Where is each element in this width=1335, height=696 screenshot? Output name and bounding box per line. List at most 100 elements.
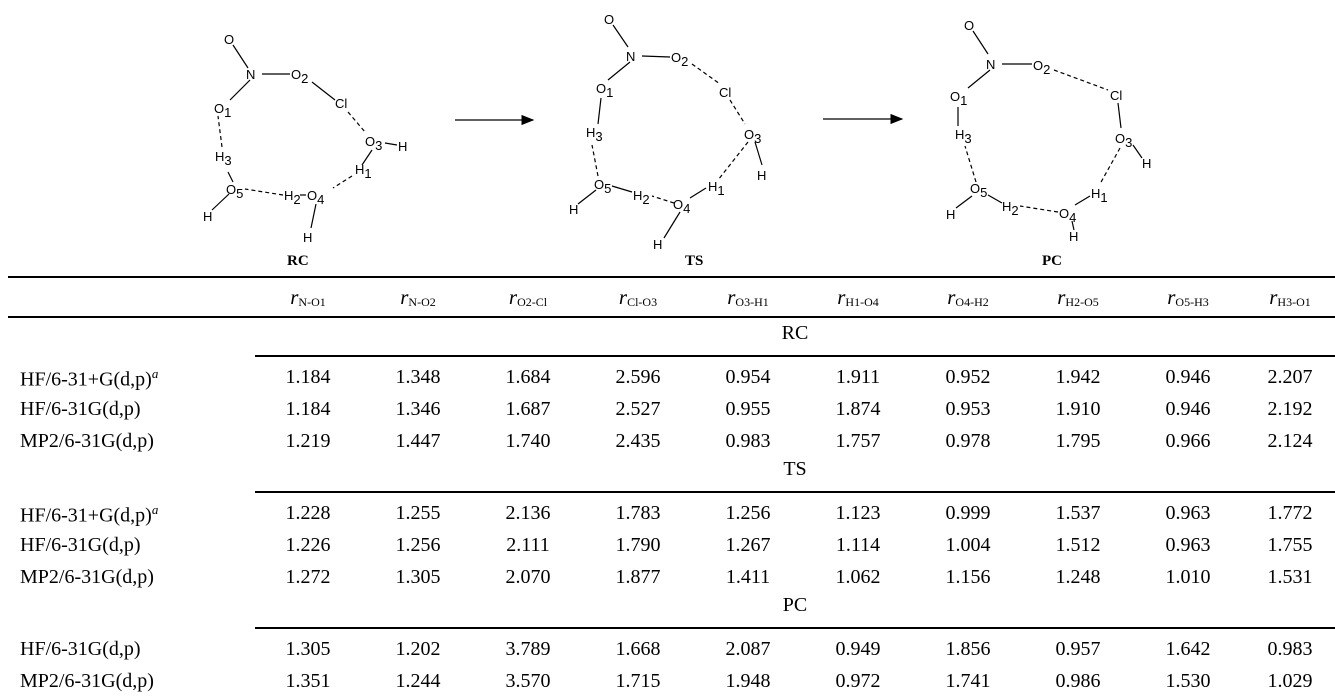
table-row: HF/6-31G(d,p) 1.184 1.346 1.687 2.527 0.955 1.… [0, 394, 1335, 424]
column-header-symbol: r [1167, 285, 1176, 309]
value-cell: 1.684 [505, 366, 551, 388]
column-header: rO3-H1 [693, 285, 803, 310]
value-cell: 1.228 [285, 502, 331, 524]
value-cell: 1.911 [835, 366, 881, 388]
value-cell: 0.953 [945, 398, 991, 420]
column-header-subscript: O3-H1 [735, 295, 769, 309]
rc-label: RC [287, 253, 309, 269]
value-cell: 1.874 [835, 398, 881, 420]
value-cell: 2.435 [615, 430, 661, 452]
pc-atom-o4: O4 [1059, 206, 1076, 225]
value-cell: 2.070 [505, 566, 551, 588]
column-header-subscript: H1-O4 [845, 295, 879, 309]
pc-atom-h2: H2 [1002, 199, 1019, 218]
pc-atom-h-o3: H [1142, 156, 1151, 171]
rc-atom-h1: H1 [355, 162, 372, 181]
value-cell: 1.411 [725, 566, 771, 588]
ts-atom-h-o4: H [653, 237, 662, 252]
value-cell: 2.596 [615, 366, 661, 388]
value-cell: 1.856 [945, 638, 991, 660]
pc-atom-o3: O3 [1115, 131, 1132, 150]
value-cell: 1.537 [1055, 502, 1101, 524]
method-name: HF/6-31G(d,p) [20, 398, 141, 420]
value-cell: 1.114 [835, 534, 881, 556]
value-cell: 0.949 [835, 638, 881, 660]
value-cell: 1.757 [835, 430, 881, 452]
value-cell: 1.267 [725, 534, 771, 556]
value-cell: 0.963 [1165, 534, 1211, 556]
value-cell: 0.983 [1267, 638, 1313, 660]
ts-atom-h-o5: H [569, 202, 578, 217]
value-cell: 1.642 [1165, 638, 1211, 660]
pc-label: PC [1042, 253, 1062, 269]
reaction-scheme-svg: O N O2 O1 Cl O3 H H1 O4 H H2 O5 H H3 RC … [203, 12, 1151, 269]
value-cell: 0.957 [1055, 638, 1101, 660]
value-cell: 1.512 [1055, 534, 1101, 556]
value-cell: 1.248 [1055, 566, 1101, 588]
method-cell: HF/6-31G(d,p) [20, 398, 141, 421]
section-rule [255, 355, 1335, 357]
method-name: HF/6-31+G(d,p) [20, 368, 152, 391]
column-header: rN-O1 [253, 285, 363, 310]
value-cell: 2.124 [1267, 430, 1313, 452]
section-rule [255, 627, 1335, 629]
value-cell: 1.531 [1267, 566, 1313, 588]
ts-atom-o4: O4 [673, 197, 690, 216]
column-header: rO2-Cl [473, 285, 583, 310]
value-cell: 1.184 [285, 366, 331, 388]
method-cell: HF/6-31G(d,p) [20, 534, 141, 557]
value-cell: 1.272 [285, 566, 331, 588]
pc-atom-h1: H1 [1091, 186, 1108, 205]
method-cell: HF/6-31+G(d,p)a [20, 502, 158, 528]
ts-label: TS [685, 253, 703, 269]
table-row: MP2/6-31G(d,p) 1.351 1.244 3.570 1.715 1.948 0… [0, 666, 1335, 696]
rc-atom-o3: O3 [365, 134, 382, 153]
value-cell: 1.202 [395, 638, 441, 660]
method-name: HF/6-31+G(d,p) [20, 504, 152, 527]
value-cell: 1.226 [285, 534, 331, 556]
value-cell: 1.348 [395, 366, 441, 388]
pc-atom-h3: H3 [955, 127, 972, 146]
value-cell: 1.346 [395, 398, 441, 420]
pc-atom-o1: O1 [950, 89, 967, 108]
rc-atom-o5: O5 [226, 182, 243, 201]
pc-atom-h-o4: H [1069, 229, 1078, 244]
value-cell: 1.219 [285, 430, 331, 452]
value-cell: 1.668 [615, 638, 661, 660]
column-header: rO5-H3 [1133, 285, 1243, 310]
pc-atom-o5: O5 [970, 181, 987, 200]
column-header-subscript: N-O2 [408, 295, 436, 309]
pc-atom-cl: Cl [1110, 88, 1122, 103]
value-cell: 1.942 [1055, 366, 1101, 388]
value-cell: 0.972 [835, 670, 881, 692]
value-cell: 1.010 [1165, 566, 1211, 588]
pc-atom-n: N [986, 57, 995, 72]
value-cell: 0.986 [1055, 670, 1101, 692]
table-row: MP2/6-31G(d,p) 1.272 1.305 2.070 1.877 1.411 1… [0, 562, 1335, 592]
value-cell: 3.789 [505, 638, 551, 660]
method-cell: MP2/6-31G(d,p) [20, 566, 154, 589]
value-cell: 0.966 [1165, 430, 1211, 452]
value-cell: 1.123 [835, 502, 881, 524]
rc-atom-h-o3: H [398, 139, 407, 154]
ts-atom-h1: H1 [708, 179, 725, 198]
ts-atom-o2: O2 [671, 50, 688, 69]
value-cell: 2.136 [505, 502, 551, 524]
value-cell: 0.946 [1165, 366, 1211, 388]
column-header-subscript: O2-Cl [517, 295, 548, 309]
value-cell: 0.954 [725, 366, 771, 388]
value-cell: 2.087 [725, 638, 771, 660]
value-cell: 1.687 [505, 398, 551, 420]
column-header-subscript: Cl-O3 [627, 295, 658, 309]
ts-atom-o1: O1 [596, 81, 613, 100]
value-cell: 3.570 [505, 670, 551, 692]
rc-atom-o1: O1 [214, 101, 231, 120]
column-header: rH1-O4 [803, 285, 913, 310]
table-row: HF/6-31G(d,p) 1.305 1.202 3.789 1.668 2.087 0.… [0, 634, 1335, 664]
column-header: rH3-O1 [1235, 285, 1335, 310]
column-header-subscript: H3-O1 [1277, 295, 1311, 309]
column-header-symbol: r [400, 285, 409, 309]
pc-atom-h-o5: H [946, 207, 955, 222]
pc-atom-o2: O2 [1033, 58, 1050, 77]
section-title: PC [782, 594, 808, 616]
